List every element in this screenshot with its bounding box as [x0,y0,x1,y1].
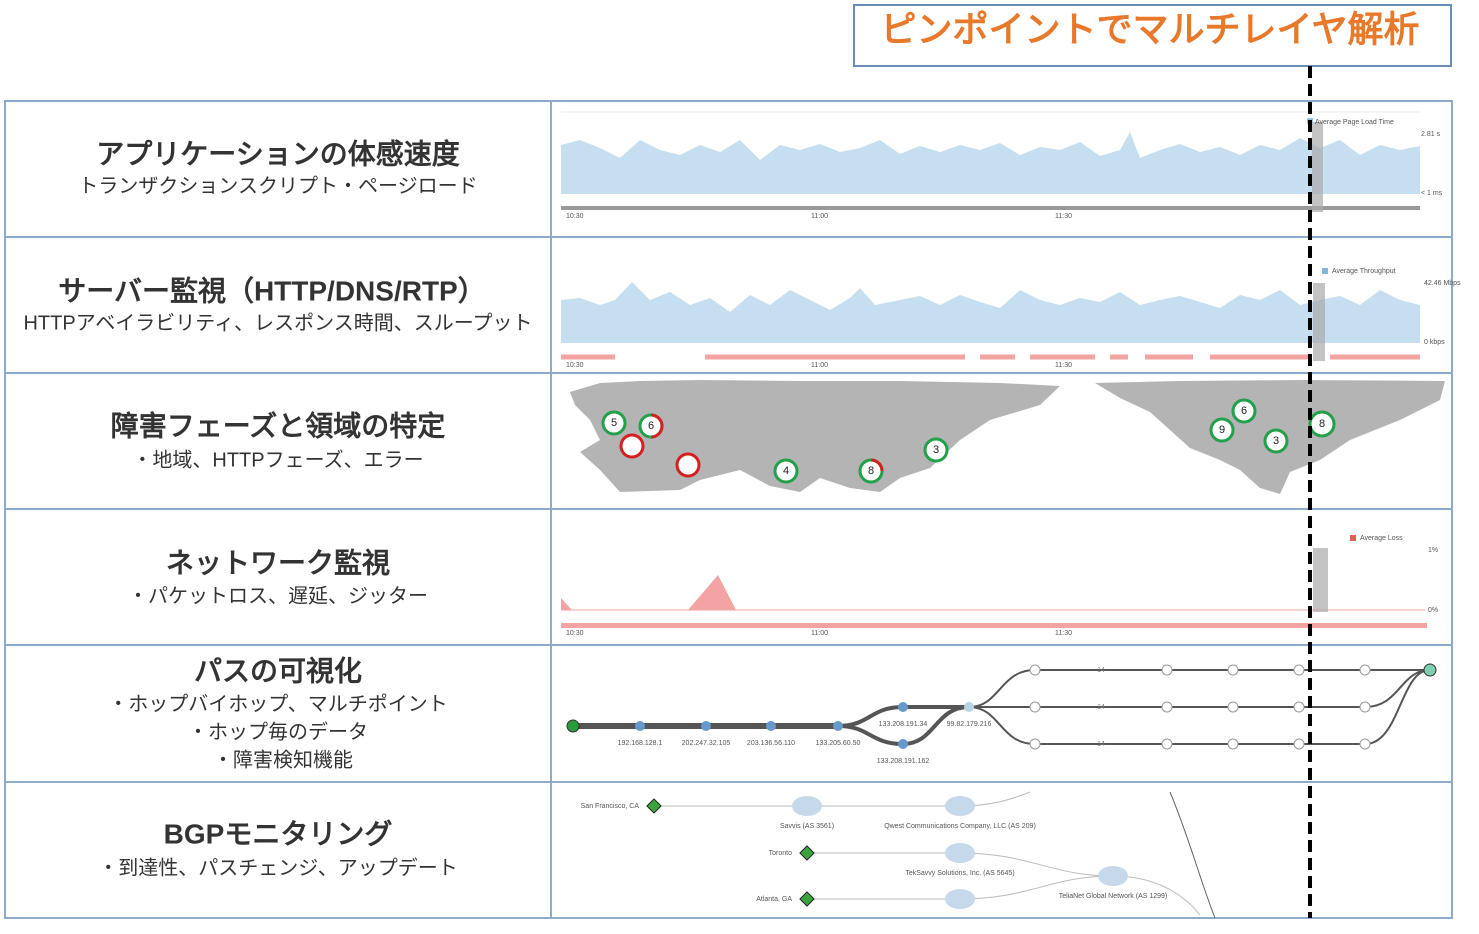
axis-label: 0 kbps [1424,339,1445,346]
origin-label: Toronto [769,850,792,857]
legend-label: Average Throughput [1332,268,1396,275]
origin-label: Atlanta, GA [756,896,792,903]
bgp-graph [646,791,1216,919]
network-label: Savvis (AS 3561) [780,823,834,830]
load-chart [561,111,1420,212]
table-grid [4,100,1453,919]
time-label: 10:30 [566,362,584,369]
row-title: サーバー監視（HTTP/DNS/RTP） [58,274,486,306]
time-label: 11:30 [1055,362,1072,369]
header-title: ピンポイントでマルチレイヤ解析 [881,9,1420,50]
marker-label: 8 [868,465,874,477]
row-title: BGPモニタリング [164,818,393,849]
marker-label: 6 [1241,405,1247,417]
throughput-chart [561,268,1420,361]
path-graph [566,663,1437,750]
time-label: 11:00 [811,213,828,220]
marker-label: 6 [648,420,654,432]
row-title: 障害フェーズと領域の特定 [111,409,446,441]
map-markers [601,398,1336,484]
row-title: パスの可視化 [194,655,362,686]
marker-label: 4 [783,465,789,477]
time-label: 10:30 [566,213,584,220]
network-label: Qwest Communications Company, LLC (AS 20… [884,823,1036,830]
axis-label: 42.46 Mbps [1424,280,1461,287]
network-label: TeliaNet Global Network (AS 1299) [1059,893,1168,900]
legend-label: Average Loss [1360,535,1403,542]
hop-label: 202.247.32.105 [682,740,731,747]
axis-label: 0% [1428,607,1438,614]
time-label: 11:00 [811,630,828,637]
hop-label: 133.208.191.34 [879,721,928,728]
hop-label: 133.208.191.162 [877,758,930,765]
count-label: 14 [1097,704,1105,711]
axis-label: 2.81 s [1421,131,1441,138]
loss-chart [561,535,1427,628]
hop-label: 203.136.56.110 [747,740,795,747]
hop-label: 192.168.128.1 [618,740,663,747]
row-line: ・地域、HTTPフェーズ、エラー [132,448,423,471]
row-title: アプリケーションの体感速度 [96,138,459,169]
time-label: 11:30 [1055,630,1072,637]
count-label: 14 [1097,741,1105,748]
legend-label: Average Page Load Time [1315,119,1394,126]
header-box [853,4,1452,67]
world-map [570,380,1445,494]
row-line: HTTPアベイラビリティ、レスポンス時間、スループット [23,311,532,334]
axis-label: < 1 ms [1421,190,1443,197]
marker-label: 3 [1273,435,1279,447]
marker-label: 9 [1219,424,1225,436]
hop-label: 133.205.60.50 [816,740,861,747]
count-label: 14 [1097,667,1105,674]
row-line: ・障害検知機能 [213,748,353,771]
time-label: 11:30 [1055,213,1072,220]
marker-label: 8 [1319,418,1325,430]
row-line: ・ホップ毎のデータ [188,720,368,743]
row-line: トランザクションスクリプト・ページロード [78,174,477,197]
row-line: ・パケットロス、遅延、ジッター [128,584,428,607]
marker-label: 3 [933,444,939,456]
axis-label: 1% [1428,547,1438,554]
hop-label: 99.82.179.216 [947,721,992,728]
network-label: TekSavvy Solutions, Inc. (AS 5645) [905,870,1014,877]
time-label: 10:30 [566,630,584,637]
row-line: ・到達性、パスチェンジ、アップデート [98,856,457,879]
origin-label: San Francisco, CA [581,803,640,810]
row-title: ネットワーク監視 [166,547,390,578]
marker-label: 5 [611,417,617,429]
row-line: ・ホップバイホップ、マルチポイント [108,692,447,715]
time-label: 11:00 [811,362,828,369]
